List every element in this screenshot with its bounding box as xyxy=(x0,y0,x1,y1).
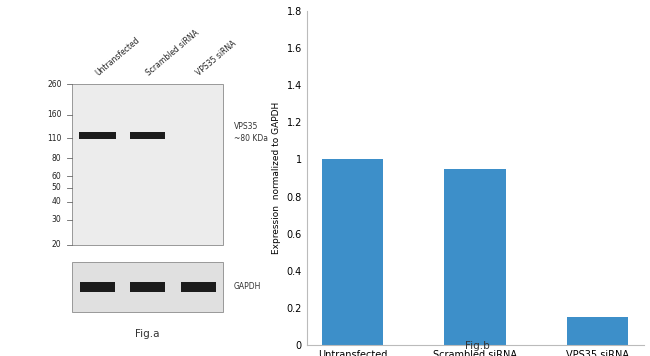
Text: 110: 110 xyxy=(47,134,62,143)
Bar xyxy=(322,159,384,345)
Bar xyxy=(80,282,115,292)
Bar xyxy=(79,132,116,140)
Bar xyxy=(72,84,223,245)
Text: 50: 50 xyxy=(52,183,62,192)
Text: GAPDH: GAPDH xyxy=(234,282,261,291)
Text: 60: 60 xyxy=(52,172,62,180)
Text: VPS35
~80 KDa: VPS35 ~80 KDa xyxy=(234,122,268,143)
Bar xyxy=(130,132,165,140)
Bar xyxy=(72,262,223,312)
Bar xyxy=(130,282,165,292)
Text: VPS35 siRNA: VPS35 siRNA xyxy=(195,39,239,78)
Text: 160: 160 xyxy=(47,110,62,119)
Bar xyxy=(181,282,216,292)
Y-axis label: Expression  normalized to GAPDH: Expression normalized to GAPDH xyxy=(272,102,281,254)
Text: Fig.b: Fig.b xyxy=(465,341,490,351)
Text: Scrambled siRNA: Scrambled siRNA xyxy=(145,28,201,78)
Text: Untransfected: Untransfected xyxy=(94,36,142,78)
Text: 30: 30 xyxy=(52,215,62,224)
Text: 260: 260 xyxy=(47,80,62,89)
Text: 40: 40 xyxy=(52,197,62,206)
Text: 20: 20 xyxy=(52,240,62,250)
Bar xyxy=(445,169,506,345)
Text: Fig.a: Fig.a xyxy=(135,329,160,339)
Text: 80: 80 xyxy=(52,153,62,163)
Bar xyxy=(567,318,628,345)
